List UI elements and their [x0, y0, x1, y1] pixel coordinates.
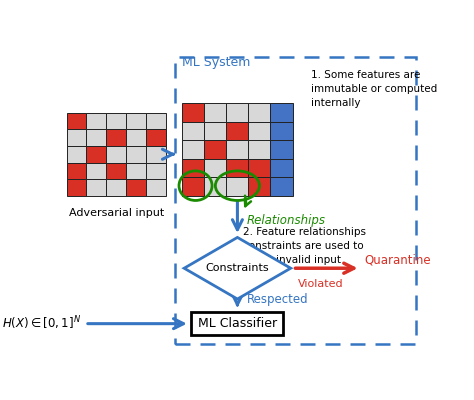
Bar	[86, 129, 106, 146]
Bar	[86, 179, 106, 196]
Bar	[191, 312, 283, 335]
Bar	[182, 140, 204, 159]
Bar	[126, 129, 146, 146]
Bar	[126, 179, 146, 196]
Bar	[182, 159, 204, 177]
Text: ML Classifier: ML Classifier	[198, 317, 277, 330]
Bar	[182, 104, 204, 122]
Text: 1. Some features are
immutable or computed
internally: 1. Some features are immutable or comput…	[311, 70, 437, 108]
Bar	[66, 146, 86, 162]
Bar	[248, 140, 271, 159]
Bar	[271, 104, 292, 122]
Bar	[126, 146, 146, 162]
Text: Constraints: Constraints	[206, 263, 269, 273]
Bar	[146, 179, 166, 196]
Bar	[271, 159, 292, 177]
Bar	[182, 177, 204, 196]
Text: Relationships: Relationships	[246, 214, 326, 227]
Bar	[227, 177, 248, 196]
Bar	[271, 177, 292, 196]
Bar	[227, 159, 248, 177]
Bar	[86, 113, 106, 129]
Bar	[66, 179, 86, 196]
Bar	[66, 129, 86, 146]
Bar	[106, 179, 126, 196]
Bar	[86, 162, 106, 179]
Text: Adversarial input: Adversarial input	[69, 208, 164, 218]
Bar	[248, 177, 271, 196]
Text: Quarantine: Quarantine	[364, 254, 431, 267]
Bar	[248, 122, 271, 140]
Text: 2. Feature relationships
constraints are used to
reject invalid input: 2. Feature relationships constraints are…	[243, 227, 366, 265]
Bar	[106, 146, 126, 162]
Bar	[106, 113, 126, 129]
Bar	[146, 146, 166, 162]
Bar	[204, 122, 227, 140]
Bar	[204, 177, 227, 196]
Bar	[182, 122, 204, 140]
Bar	[66, 113, 86, 129]
Bar	[271, 140, 292, 159]
Bar	[106, 162, 126, 179]
Bar	[248, 104, 271, 122]
Bar	[248, 159, 271, 177]
Text: Violated: Violated	[298, 279, 344, 289]
Bar	[126, 162, 146, 179]
Text: Respected: Respected	[246, 293, 308, 306]
Bar	[126, 113, 146, 129]
Bar	[204, 159, 227, 177]
Bar	[106, 129, 126, 146]
Bar	[204, 104, 227, 122]
Text: $H(X) \in [0,1]^N$: $H(X) \in [0,1]^N$	[2, 315, 82, 332]
Bar	[204, 140, 227, 159]
Bar	[66, 162, 86, 179]
Bar	[227, 140, 248, 159]
Bar	[146, 113, 166, 129]
Bar	[271, 122, 292, 140]
Bar	[86, 146, 106, 162]
Bar	[146, 162, 166, 179]
Text: ML System: ML System	[182, 56, 251, 69]
Bar	[146, 129, 166, 146]
Bar	[227, 104, 248, 122]
Polygon shape	[184, 238, 291, 299]
Bar	[227, 122, 248, 140]
